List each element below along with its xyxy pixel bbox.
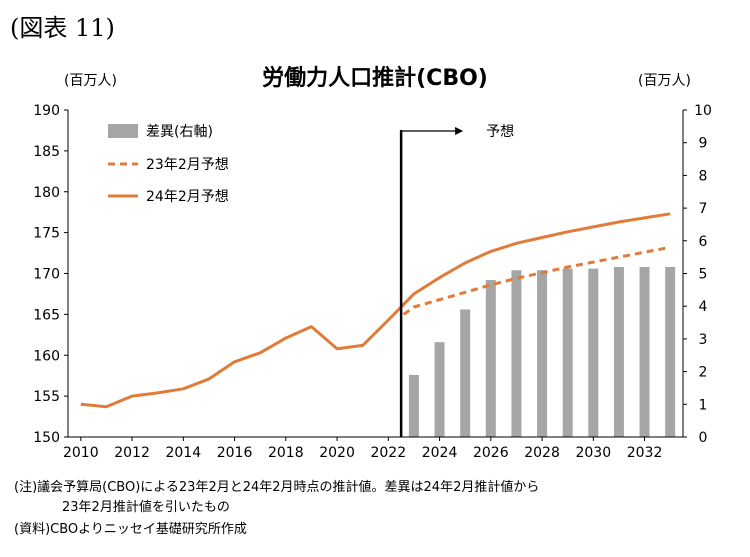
bar [665,266,676,437]
figure-label: (図表 11) [10,14,115,42]
note-line: 23年2月推計値を引いたもの [62,500,230,515]
bar [537,270,548,437]
x-tick-label: 2020 [319,445,355,461]
note-line: (注)議会予算局(CBO)による23年2月と24年2月時点の推計値。差異は24年… [14,480,540,495]
left-tick-label: 185 [33,144,60,160]
bar [562,268,573,437]
bar [408,374,419,437]
x-tick-label: 2014 [165,445,201,461]
x-tick-label: 2032 [627,445,663,461]
left-tick-label: 170 [33,267,60,283]
right-tick-label: 9 [699,136,708,152]
left-tick-label: 180 [33,185,60,201]
legend-swatch-bar [108,124,138,138]
legend-label: 23年2月予想 [146,157,229,173]
left-tick-label: 160 [33,348,60,364]
x-tick-label: 2028 [524,445,560,461]
right-tick-label: 2 [699,365,708,381]
left-tick-label: 175 [33,226,60,242]
bar [434,342,445,437]
series-line-23feb [402,245,671,316]
bar [639,266,650,437]
right-tick-label: 7 [699,201,708,217]
right-tick-label: 5 [699,267,708,283]
bar [511,270,522,437]
legend-label: 24年2月予想 [146,189,229,205]
x-tick-label: 2016 [217,445,253,461]
x-tick-label: 2018 [268,445,304,461]
right-tick-label: 0 [699,430,708,446]
bar [588,268,599,437]
x-tick-label: 2024 [422,445,458,461]
series-line-24feb [80,212,671,409]
left-axis-unit: (百万人) [64,73,117,89]
left-tick-label: 155 [33,389,60,405]
right-tick-label: 1 [699,397,708,413]
right-tick-label: 8 [699,168,708,184]
x-tick-label: 2012 [114,445,150,461]
source-line: (資料)CBOよりニッセイ基礎研究所作成 [14,522,247,537]
bar [460,309,471,437]
right-tick-label: 10 [694,103,712,119]
left-tick-label: 165 [33,307,60,323]
forecast-label: 予想 [486,124,514,140]
x-tick-label: 2030 [575,445,611,461]
bar [613,266,624,437]
right-tick-label: 4 [699,299,708,315]
legend-label: 差異(右軸) [146,124,213,140]
left-tick-label: 190 [33,103,60,119]
right-tick-label: 6 [699,234,708,250]
forecast-arrow-head [455,127,464,135]
x-tick-label: 2026 [473,445,509,461]
x-tick-label: 2022 [370,445,406,461]
right-axis-unit: (百万人) [638,73,691,89]
right-tick-label: 3 [699,332,708,348]
x-tick-label: 2010 [63,445,99,461]
chart-title: 労働力人口推計(CBO) [262,66,488,91]
bar [485,280,496,437]
left-tick-label: 150 [33,430,60,446]
